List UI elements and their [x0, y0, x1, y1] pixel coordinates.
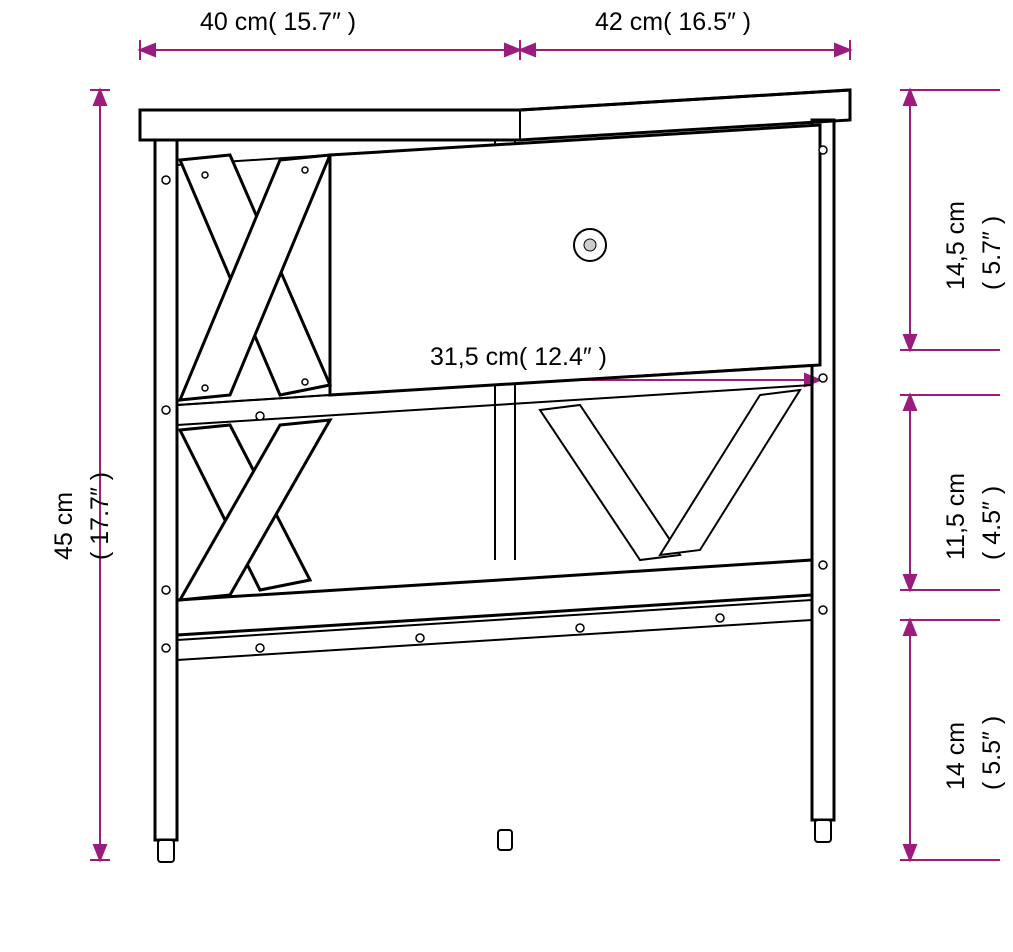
technical-drawing-svg: [0, 0, 1013, 952]
dim-label-height-cm: 45 cm: [50, 492, 79, 560]
dim-label-gap-in: ( 4.5″ ): [978, 486, 1007, 560]
furniture-outline: [140, 90, 850, 862]
dim-label-width: 40 cm( 15.7″ ): [200, 8, 356, 37]
drawing-canvas: 40 cm( 15.7″ ) 42 cm( 16.5″ ) 45 cm ( 17…: [0, 0, 1013, 952]
dim-label-drawer-h-cm: 14,5 cm: [942, 201, 971, 290]
dim-label-height-in: ( 17.7″ ): [86, 472, 115, 560]
dim-label-gap-cm: 11,5 cm: [942, 473, 971, 560]
dim-label-drawer-width: 31,5 cm( 12.4″ ): [430, 343, 607, 372]
dim-label-leg-cm: 14 cm: [942, 722, 971, 790]
dim-label-leg-in: ( 5.5″ ): [978, 716, 1007, 790]
dim-label-depth: 42 cm( 16.5″ ): [595, 8, 751, 37]
dim-label-drawer-h-in: ( 5.7″ ): [978, 216, 1007, 290]
